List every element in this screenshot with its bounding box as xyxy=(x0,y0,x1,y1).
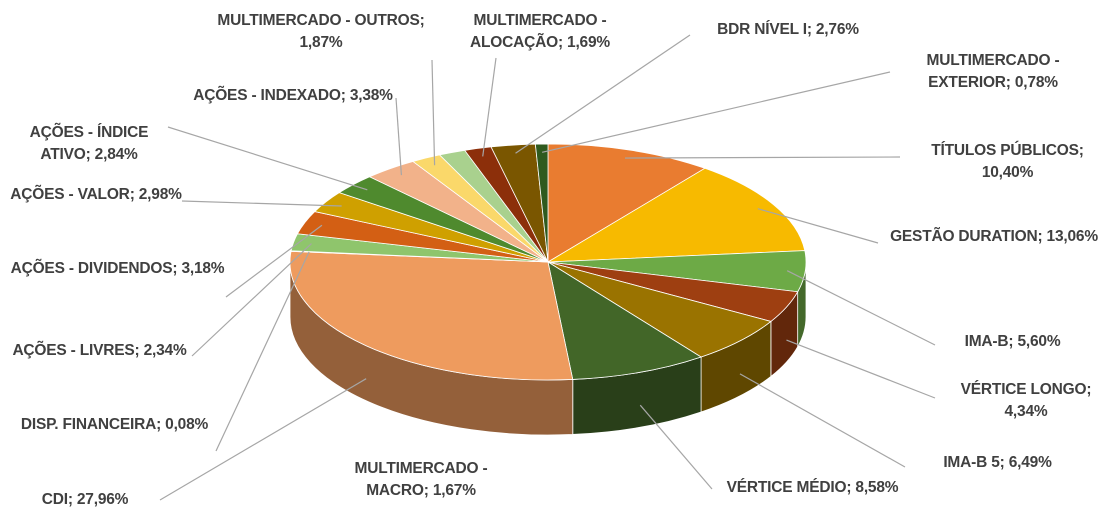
label-value: 27,96% xyxy=(76,491,129,508)
leader-line xyxy=(167,126,368,191)
leader-line xyxy=(482,57,497,157)
data-label: MULTIMERCADO - OUTROS; 1,87% xyxy=(212,10,430,54)
leader-line xyxy=(181,200,342,207)
data-label: VÉRTICE MÉDIO; 8,58% xyxy=(715,477,910,499)
label-separator: ; xyxy=(340,87,350,104)
label-separator: ; xyxy=(1037,228,1047,245)
label-category: TÍTULOS PÚBLICOS xyxy=(931,142,1079,159)
pie-slice xyxy=(289,250,574,381)
label-separator: ; xyxy=(156,416,166,433)
label-value: 1,67% xyxy=(432,482,476,499)
label-separator: ; xyxy=(423,482,433,499)
data-label: BDR NÍVEL I; 2,76% xyxy=(688,19,888,41)
label-value: 3,18% xyxy=(181,260,225,277)
label-category: IMA-B xyxy=(964,333,1009,350)
leader-line xyxy=(431,59,436,166)
leader-line xyxy=(215,251,310,452)
data-label: GESTÃO DURATION; 13,06% xyxy=(878,226,1110,248)
leader-line xyxy=(757,208,879,244)
label-separator: ; xyxy=(67,491,77,508)
leader-line xyxy=(191,243,312,357)
leader-line xyxy=(225,224,323,298)
label-separator: ; xyxy=(1086,381,1092,398)
leader-line xyxy=(786,339,936,399)
label-value: 2,98% xyxy=(138,186,182,203)
data-label: IMA-B 5; 6,49% xyxy=(905,452,1090,474)
label-category: VÉRTICE MÉDIO xyxy=(726,479,847,496)
label-separator: ; xyxy=(557,34,568,51)
leader-line xyxy=(395,97,403,176)
label-category: IMA-B 5 xyxy=(943,454,1000,471)
label-separator: ; xyxy=(999,454,1009,471)
label-category: AÇÕES - DIVIDENDOS xyxy=(10,260,173,277)
data-label: AÇÕES - VALOR; 2,98% xyxy=(10,184,182,206)
label-category: AÇÕES - LIVRES xyxy=(12,342,135,359)
leader-line xyxy=(639,404,713,490)
label-value: 2,76% xyxy=(815,21,859,38)
label-category: MULTIMERCADO - MACRO xyxy=(354,460,488,499)
label-separator: ; xyxy=(85,146,95,163)
label-value: 2,84% xyxy=(94,146,138,163)
data-label: CDI; 27,96% xyxy=(10,489,160,511)
label-separator: ; xyxy=(172,260,182,277)
label-category: AÇÕES - ÍNDICE ATIVO xyxy=(29,124,149,163)
leader-line xyxy=(739,373,906,468)
label-category: AÇÕES - INDEXADO xyxy=(193,87,341,104)
label-category: CDI xyxy=(41,491,68,508)
label-separator: ; xyxy=(806,21,816,38)
label-separator: ; xyxy=(1078,142,1084,159)
leader-line xyxy=(786,270,936,346)
label-separator: ; xyxy=(134,342,144,359)
label-value: 4,34% xyxy=(1004,403,1048,420)
label-category: DISP. FINANCEIRA xyxy=(20,416,157,433)
label-value: 2,34% xyxy=(143,342,187,359)
label-separator: ; xyxy=(129,186,139,203)
label-category: MULTIMERCADO - EXTERIOR xyxy=(926,52,1060,91)
data-label: AÇÕES - LIVRES; 2,34% xyxy=(12,340,187,362)
leader-line xyxy=(515,34,691,154)
data-label: AÇÕES - ÍNDICE ATIVO; 2,84% xyxy=(8,122,170,166)
label-category: MULTIMERCADO - ALOCAÇÃO xyxy=(470,12,607,51)
label-value: 13,06% xyxy=(1046,228,1099,245)
pie-slice xyxy=(534,143,549,263)
label-value: 0,08% xyxy=(165,416,209,433)
data-label: AÇÕES - DIVIDENDOS; 3,18% xyxy=(10,258,225,280)
data-label: DISP. FINANCEIRA; 0,08% xyxy=(12,414,217,436)
label-category: AÇÕES - VALOR xyxy=(10,186,130,203)
pie-slice xyxy=(547,261,703,380)
label-value: 3,38% xyxy=(349,87,393,104)
data-label: MULTIMERCADO - EXTERIOR; 0,78% xyxy=(888,50,1098,94)
label-category: GESTÃO DURATION xyxy=(890,228,1038,245)
label-category: MULTIMERCADO - OUTROS xyxy=(217,12,420,29)
label-value: 0,78% xyxy=(1014,74,1058,91)
label-value: 1,69% xyxy=(567,34,610,51)
data-label: IMA-B; 5,60% xyxy=(935,331,1090,353)
data-label: MULTIMERCADO - MACRO; 1,67% xyxy=(330,458,512,502)
leader-line xyxy=(159,378,367,501)
pie-slice xyxy=(547,167,806,263)
label-separator: ; xyxy=(1005,74,1015,91)
data-label: VÉRTICE LONGO; 4,34% xyxy=(940,379,1112,423)
label-category: BDR NÍVEL I xyxy=(717,21,807,38)
label-separator: ; xyxy=(419,12,425,29)
label-value: 6,49% xyxy=(1008,454,1052,471)
pie-slice xyxy=(547,143,706,263)
label-value: 8,58% xyxy=(855,479,899,496)
data-label: TÍTULOS PÚBLICOS; 10,40% xyxy=(905,140,1110,184)
label-value: 5,60% xyxy=(1017,333,1061,350)
label-separator: ; xyxy=(1008,333,1018,350)
leader-line xyxy=(625,156,901,159)
label-category: VÉRTICE LONGO xyxy=(960,381,1087,398)
data-label: AÇÕES - INDEXADO; 3,38% xyxy=(188,85,398,107)
leader-line xyxy=(541,71,891,153)
label-value: 1,87% xyxy=(299,34,343,51)
label-value: 10,40% xyxy=(981,164,1034,181)
label-separator: ; xyxy=(846,479,856,496)
data-label: MULTIMERCADO - ALOCAÇÃO; 1,69% xyxy=(440,10,640,54)
